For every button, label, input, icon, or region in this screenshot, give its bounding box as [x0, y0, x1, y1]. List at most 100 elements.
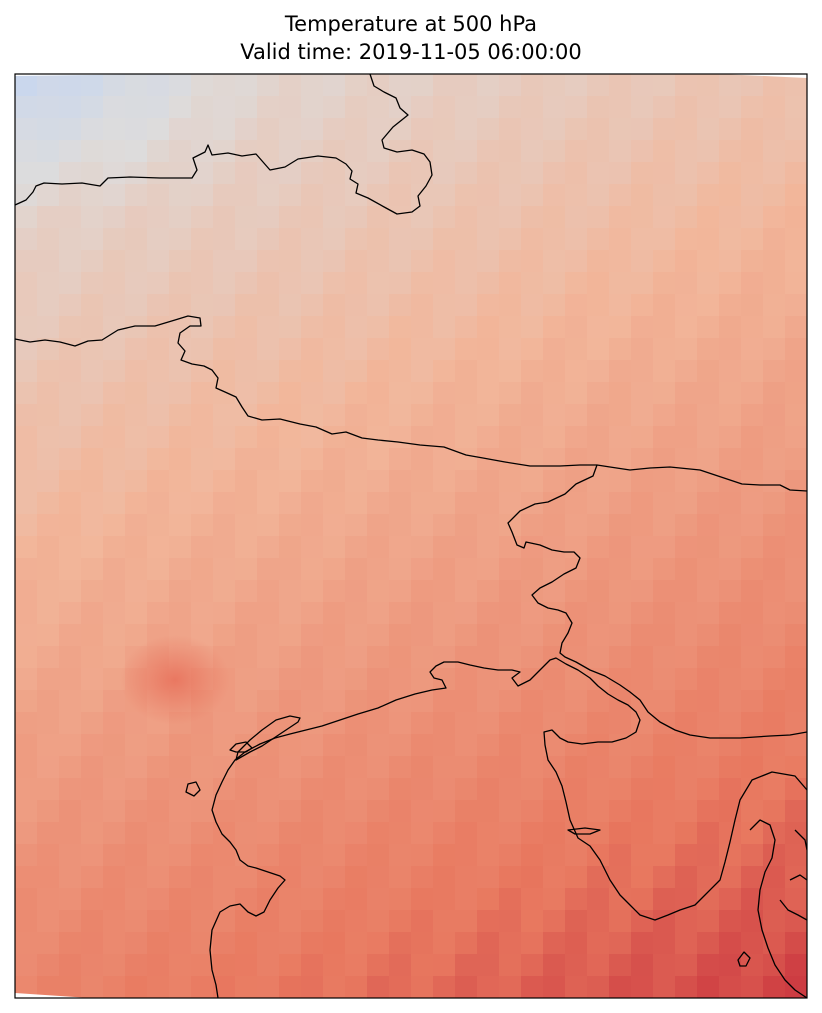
temperature-cell — [367, 360, 390, 383]
temperature-cell — [103, 580, 126, 603]
temperature-cell — [103, 536, 126, 559]
temperature-cell — [455, 118, 478, 141]
temperature-cell — [59, 734, 82, 757]
temperature-cell — [411, 976, 434, 998]
temperature-cell — [455, 734, 478, 757]
temperature-cell — [609, 272, 632, 295]
temperature-cell — [37, 470, 60, 493]
temperature-cell — [587, 514, 610, 537]
temperature-cell — [543, 712, 566, 735]
temperature-cell — [631, 778, 654, 801]
temperature-cell — [411, 844, 434, 867]
temperature-cell — [169, 404, 192, 427]
temperature-cell — [653, 162, 676, 185]
temperature-cell — [653, 272, 676, 295]
temperature-cell — [169, 932, 192, 955]
temperature-cell — [477, 492, 500, 515]
temperature-cell — [81, 74, 104, 97]
map-subtitle-valid-time: Valid time: 2019-11-05 06:00:00 — [240, 40, 582, 64]
temperature-cell — [411, 536, 434, 559]
temperature-cell — [367, 162, 390, 185]
temperature-cell — [81, 492, 104, 515]
temperature-cell — [367, 316, 390, 339]
temperature-cell — [367, 206, 390, 229]
temperature-cell — [477, 96, 500, 119]
temperature-cell — [125, 426, 148, 449]
temperature-cell — [565, 646, 588, 669]
temperature-cell — [587, 910, 610, 933]
temperature-cell — [257, 96, 280, 119]
temperature-cell — [433, 580, 456, 603]
temperature-cell — [257, 844, 280, 867]
temperature-cell — [587, 404, 610, 427]
temperature-cell — [477, 140, 500, 163]
temperature-cell — [235, 272, 258, 295]
temperature-cell — [323, 536, 346, 559]
temperature-cell — [37, 206, 60, 229]
temperature-cell — [675, 404, 698, 427]
temperature-cell — [147, 778, 170, 801]
temperature-cell — [389, 932, 412, 955]
temperature-cell — [609, 162, 632, 185]
temperature-cell — [499, 338, 522, 361]
temperature-cell — [675, 492, 698, 515]
temperature-cell — [81, 712, 104, 735]
temperature-cell — [323, 360, 346, 383]
temperature-cell — [257, 162, 280, 185]
temperature-cell — [653, 184, 676, 207]
temperature-cell — [323, 470, 346, 493]
temperature-cell — [631, 668, 654, 691]
temperature-cell — [741, 536, 764, 559]
temperature-cell — [499, 558, 522, 581]
temperature-cell — [367, 800, 390, 823]
temperature-cell — [455, 580, 478, 603]
temperature-cell — [675, 162, 698, 185]
temperature-cell — [763, 602, 786, 625]
temperature-cell — [565, 668, 588, 691]
temperature-cell — [631, 756, 654, 779]
temperature-cell — [499, 382, 522, 405]
temperature-cell — [543, 602, 566, 625]
temperature-cell — [543, 228, 566, 251]
temperature-cell — [565, 228, 588, 251]
temperature-cell — [389, 844, 412, 867]
temperature-cell — [213, 360, 236, 383]
temperature-cell — [345, 690, 368, 713]
temperature-cell — [367, 778, 390, 801]
temperature-cell — [741, 778, 764, 801]
temperature-cell — [763, 184, 786, 207]
temperature-cell — [147, 74, 170, 97]
temperature-cell — [257, 536, 280, 559]
coast-southeast — [749, 819, 807, 998]
temperature-cell — [609, 140, 632, 163]
temperature-cell — [125, 250, 148, 273]
temperature-cell — [323, 910, 346, 933]
temperature-cell — [235, 690, 258, 713]
temperature-cell — [521, 646, 544, 669]
temperature-cell — [147, 184, 170, 207]
temperature-cell — [235, 778, 258, 801]
temperature-cell — [147, 404, 170, 427]
temperature-cell — [213, 734, 236, 757]
temperature-cell — [521, 580, 544, 603]
temperature-cell — [323, 558, 346, 581]
temperature-cell — [125, 382, 148, 405]
temperature-cell — [411, 602, 434, 625]
temperature-cell — [521, 426, 544, 449]
temperature-cell — [587, 492, 610, 515]
temperature-cell — [653, 404, 676, 427]
temperature-cell — [37, 536, 60, 559]
temperature-cell — [697, 624, 720, 647]
temperature-cell — [697, 734, 720, 757]
temperature-cell — [653, 448, 676, 471]
temperature-cell — [257, 404, 280, 427]
temperature-cell — [125, 140, 148, 163]
temperature-cell — [37, 888, 60, 911]
temperature-cell — [257, 822, 280, 845]
coastline-south — [209, 657, 807, 998]
temperature-cell — [785, 602, 807, 625]
temperature-cell — [433, 668, 456, 691]
temperature-cell — [103, 404, 126, 427]
temperature-cell — [719, 448, 742, 471]
temperature-cell — [499, 844, 522, 867]
